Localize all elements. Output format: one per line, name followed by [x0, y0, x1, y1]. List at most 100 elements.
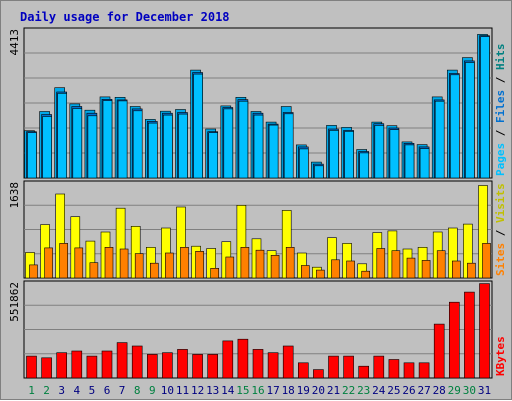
bar-kbytes — [101, 350, 113, 379]
bar-kbytes — [86, 355, 98, 379]
bar-kbytes — [41, 357, 52, 379]
bar-sites — [74, 247, 84, 279]
bar-kbytes — [313, 369, 324, 379]
bar-pages — [87, 115, 98, 179]
bar-kbytes — [147, 354, 158, 379]
axis-title-part: Files — [494, 90, 507, 123]
bar-sites — [376, 248, 386, 279]
bar-kbytes — [177, 349, 188, 379]
bar-kbytes — [479, 283, 490, 379]
bar-pages — [163, 114, 173, 179]
x-tick-label: 17 — [266, 384, 279, 397]
bar-sites — [270, 255, 280, 279]
axis-title-part: Sites — [494, 243, 507, 276]
bar-pages — [449, 74, 460, 179]
x-tick-label: 20 — [312, 384, 325, 397]
bar-pages — [465, 62, 475, 179]
bar-kbytes — [297, 362, 309, 379]
bar-kbytes — [162, 352, 173, 379]
x-tick-label: 22 — [342, 384, 355, 397]
bar-pages — [178, 113, 188, 179]
x-tick-label: 6 — [104, 384, 111, 397]
bar-pages — [268, 124, 279, 179]
x-tick-label: 18 — [282, 384, 295, 397]
axis-title-part: KBytes — [494, 336, 507, 376]
bar-sites — [240, 247, 250, 279]
x-tick-label: 12 — [191, 384, 204, 397]
bar-pages — [434, 100, 445, 179]
bar-sites — [451, 260, 461, 279]
x-tick-label: 28 — [433, 384, 446, 397]
x-tick-label: 16 — [251, 384, 264, 397]
x-tick-label: 24 — [372, 384, 386, 397]
bar-sites — [165, 252, 174, 279]
x-tick-label: 1 — [28, 384, 35, 397]
bar-pages — [102, 100, 113, 179]
bar-kbytes — [343, 355, 354, 379]
bar-pages — [419, 148, 430, 179]
x-tick-label: 14 — [221, 384, 235, 397]
bar-pages — [404, 144, 415, 179]
bar-sites — [29, 264, 38, 279]
x-tick-label: 4 — [73, 384, 80, 397]
bar-pages — [314, 165, 324, 179]
bar-pages — [132, 110, 143, 179]
bar-pages — [298, 148, 309, 179]
bar-sites — [210, 267, 219, 279]
bar-sites — [104, 247, 114, 279]
axis-title-hits-files-pages: Pages / Files / Hits — [494, 44, 507, 177]
bar-pages — [329, 130, 339, 179]
bar-sites — [134, 253, 144, 279]
chart-title: Daily usage for December 2018 — [20, 10, 230, 24]
x-tick-label: 27 — [417, 384, 430, 397]
bar-pages — [283, 113, 294, 179]
bar-sites — [255, 249, 265, 279]
bar-sites — [406, 257, 416, 279]
x-tick-label: 2 — [43, 384, 50, 397]
bar-pages — [344, 131, 354, 179]
bar-pages — [374, 125, 385, 179]
bar-pages — [208, 132, 218, 179]
bar-sites — [285, 247, 295, 279]
bar-kbytes — [222, 340, 234, 379]
x-tick-label: 9 — [149, 384, 156, 397]
bar-kbytes — [418, 362, 430, 379]
bar-pages — [72, 108, 83, 179]
axis-title-part: / — [494, 123, 507, 143]
axis-title-kbytes: KBytes — [494, 336, 507, 376]
bar-kbytes — [433, 323, 445, 379]
bar-kbytes — [192, 354, 203, 379]
bar-sites — [225, 256, 235, 279]
x-tick-label: 8 — [134, 384, 141, 397]
bar-pages — [27, 132, 37, 179]
bar-kbytes — [358, 365, 370, 379]
x-tick-label: 31 — [478, 384, 491, 397]
bar-pages — [253, 114, 264, 179]
bar-sites — [391, 250, 401, 279]
x-tick-label: 3 — [58, 384, 65, 397]
bar-kbytes — [26, 355, 37, 379]
bar-pages — [117, 100, 128, 179]
bar-kbytes — [116, 342, 128, 379]
bar-sites — [346, 260, 355, 279]
bar-sites — [44, 247, 53, 279]
bar-kbytes — [267, 352, 279, 379]
bar-sites — [436, 250, 446, 279]
bar-pages — [480, 36, 490, 179]
x-tick-label: 7 — [119, 384, 126, 397]
x-tick-label: 10 — [161, 384, 174, 397]
bar-sites — [150, 262, 159, 279]
y-max-label-kbytes: 551862 — [8, 282, 21, 322]
x-tick-label: 5 — [89, 384, 96, 397]
bar-pages — [359, 152, 370, 179]
bar-kbytes — [388, 359, 400, 379]
bar-pages — [193, 73, 203, 179]
bar-kbytes — [71, 350, 83, 379]
bar-kbytes — [282, 345, 294, 379]
bar-pages — [223, 108, 234, 179]
bar-kbytes — [252, 349, 264, 379]
x-tick-label: 15 — [236, 384, 249, 397]
axis-title-part: Pages — [494, 143, 507, 176]
panel-hits-files-pages: 4413 Pages / Files / Hits — [8, 27, 507, 179]
bar-sites — [195, 251, 204, 279]
